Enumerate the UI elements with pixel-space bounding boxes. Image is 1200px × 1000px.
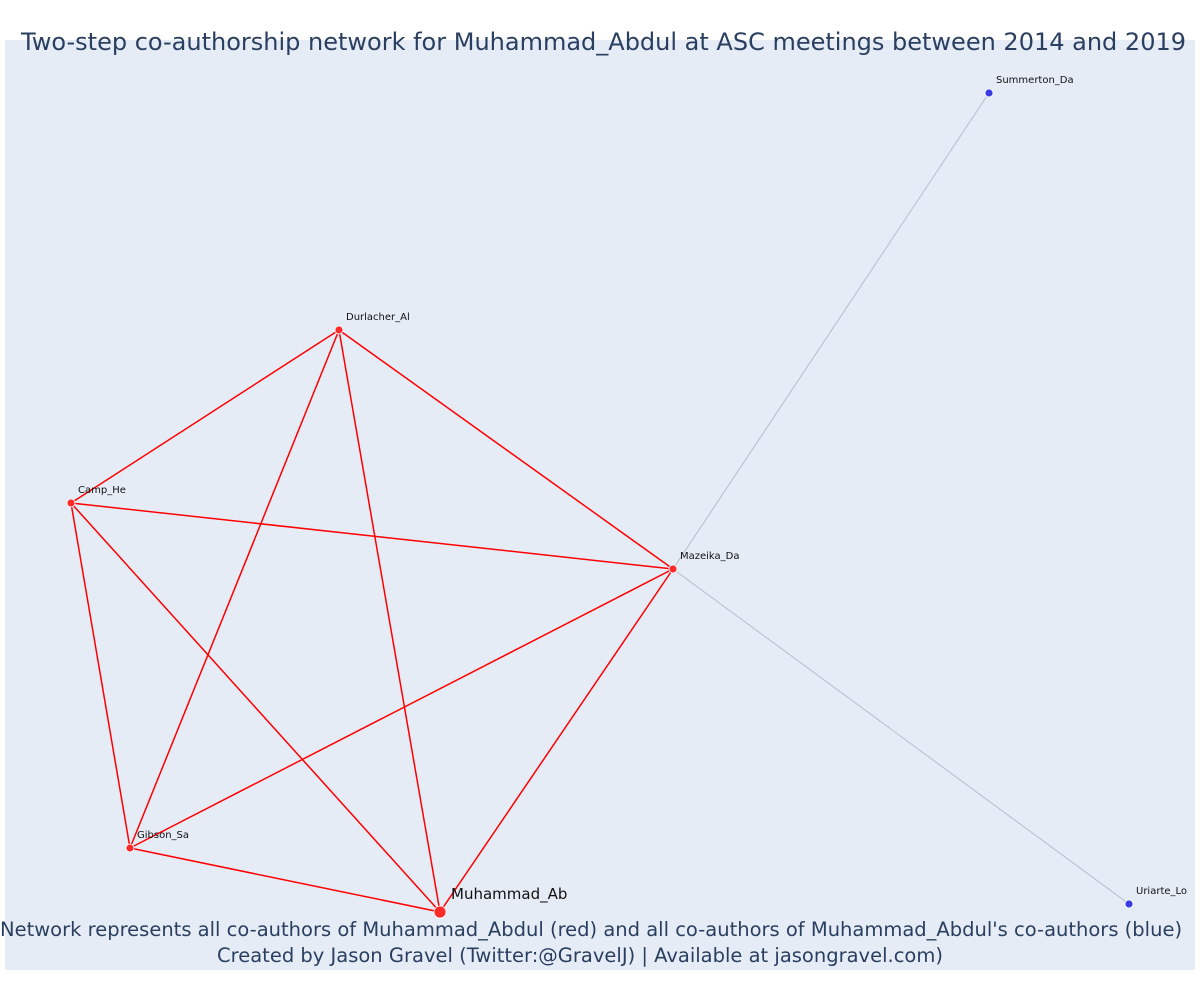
caption-credit: Created by Jason Gravel (Twitter:@Gravel… (217, 944, 943, 967)
edge-Gibson_Sa-Muhammad_Ab (129, 847, 441, 913)
node-Camp_He[interactable] (66, 498, 76, 508)
edge-Camp_He-Mazeika_Da (70, 502, 674, 570)
node-label-Summerton_Da: Summerton_Da (996, 75, 1074, 86)
node-label-Gibson_Sa: Gibson_Sa (137, 830, 189, 841)
edge-Durlacher_Al-Mazeika_Da (338, 329, 674, 570)
edges-layer (70, 92, 1130, 913)
edge-Durlacher_Al-Muhammad_Ab (338, 329, 441, 913)
node-label-Durlacher_Al: Durlacher_Al (346, 312, 410, 323)
node-Summerton_Da[interactable] (984, 88, 994, 98)
node-Muhammad_Ab[interactable] (433, 905, 447, 919)
node-Mazeika_Da[interactable] (668, 564, 678, 574)
labels-layer: Muhammad_Ab Durlacher_Al Camp_He Mazeika_Da… (78, 75, 1187, 904)
node-label-Camp_He: Camp_He (78, 485, 126, 496)
node-Uriarte_Lo[interactable] (1124, 899, 1134, 909)
edge-Mazeika_Da-Muhammad_Ab (439, 568, 674, 913)
edge-Durlacher_Al-Camp_He (70, 329, 340, 504)
plot-area (5, 40, 1195, 970)
node-label-Uriarte_Lo: Uriarte_Lo (1136, 886, 1187, 897)
edge-Mazeika_Da-Summerton_Da (672, 92, 990, 570)
node-label-Mazeika_Da: Mazeika_Da (680, 551, 740, 562)
edge-Mazeika_Da-Uriarte_Lo (672, 568, 1130, 905)
edge-Camp_He-Gibson_Sa (70, 502, 131, 849)
chart-title: Two-step co-authorship network for Muham… (21, 28, 1186, 56)
node-label-Muhammad_Ab: Muhammad_Ab (451, 885, 567, 904)
edge-Mazeika_Da-Gibson_Sa (129, 568, 674, 849)
caption-description: Network represents all co-authors of Muh… (0, 918, 1183, 941)
edge-Camp_He-Muhammad_Ab (70, 502, 441, 913)
nodes-layer (66, 88, 1134, 919)
edge-Durlacher_Al-Gibson_Sa (129, 329, 340, 849)
node-Gibson_Sa[interactable] (125, 843, 135, 853)
node-Durlacher_Al[interactable] (334, 325, 344, 335)
